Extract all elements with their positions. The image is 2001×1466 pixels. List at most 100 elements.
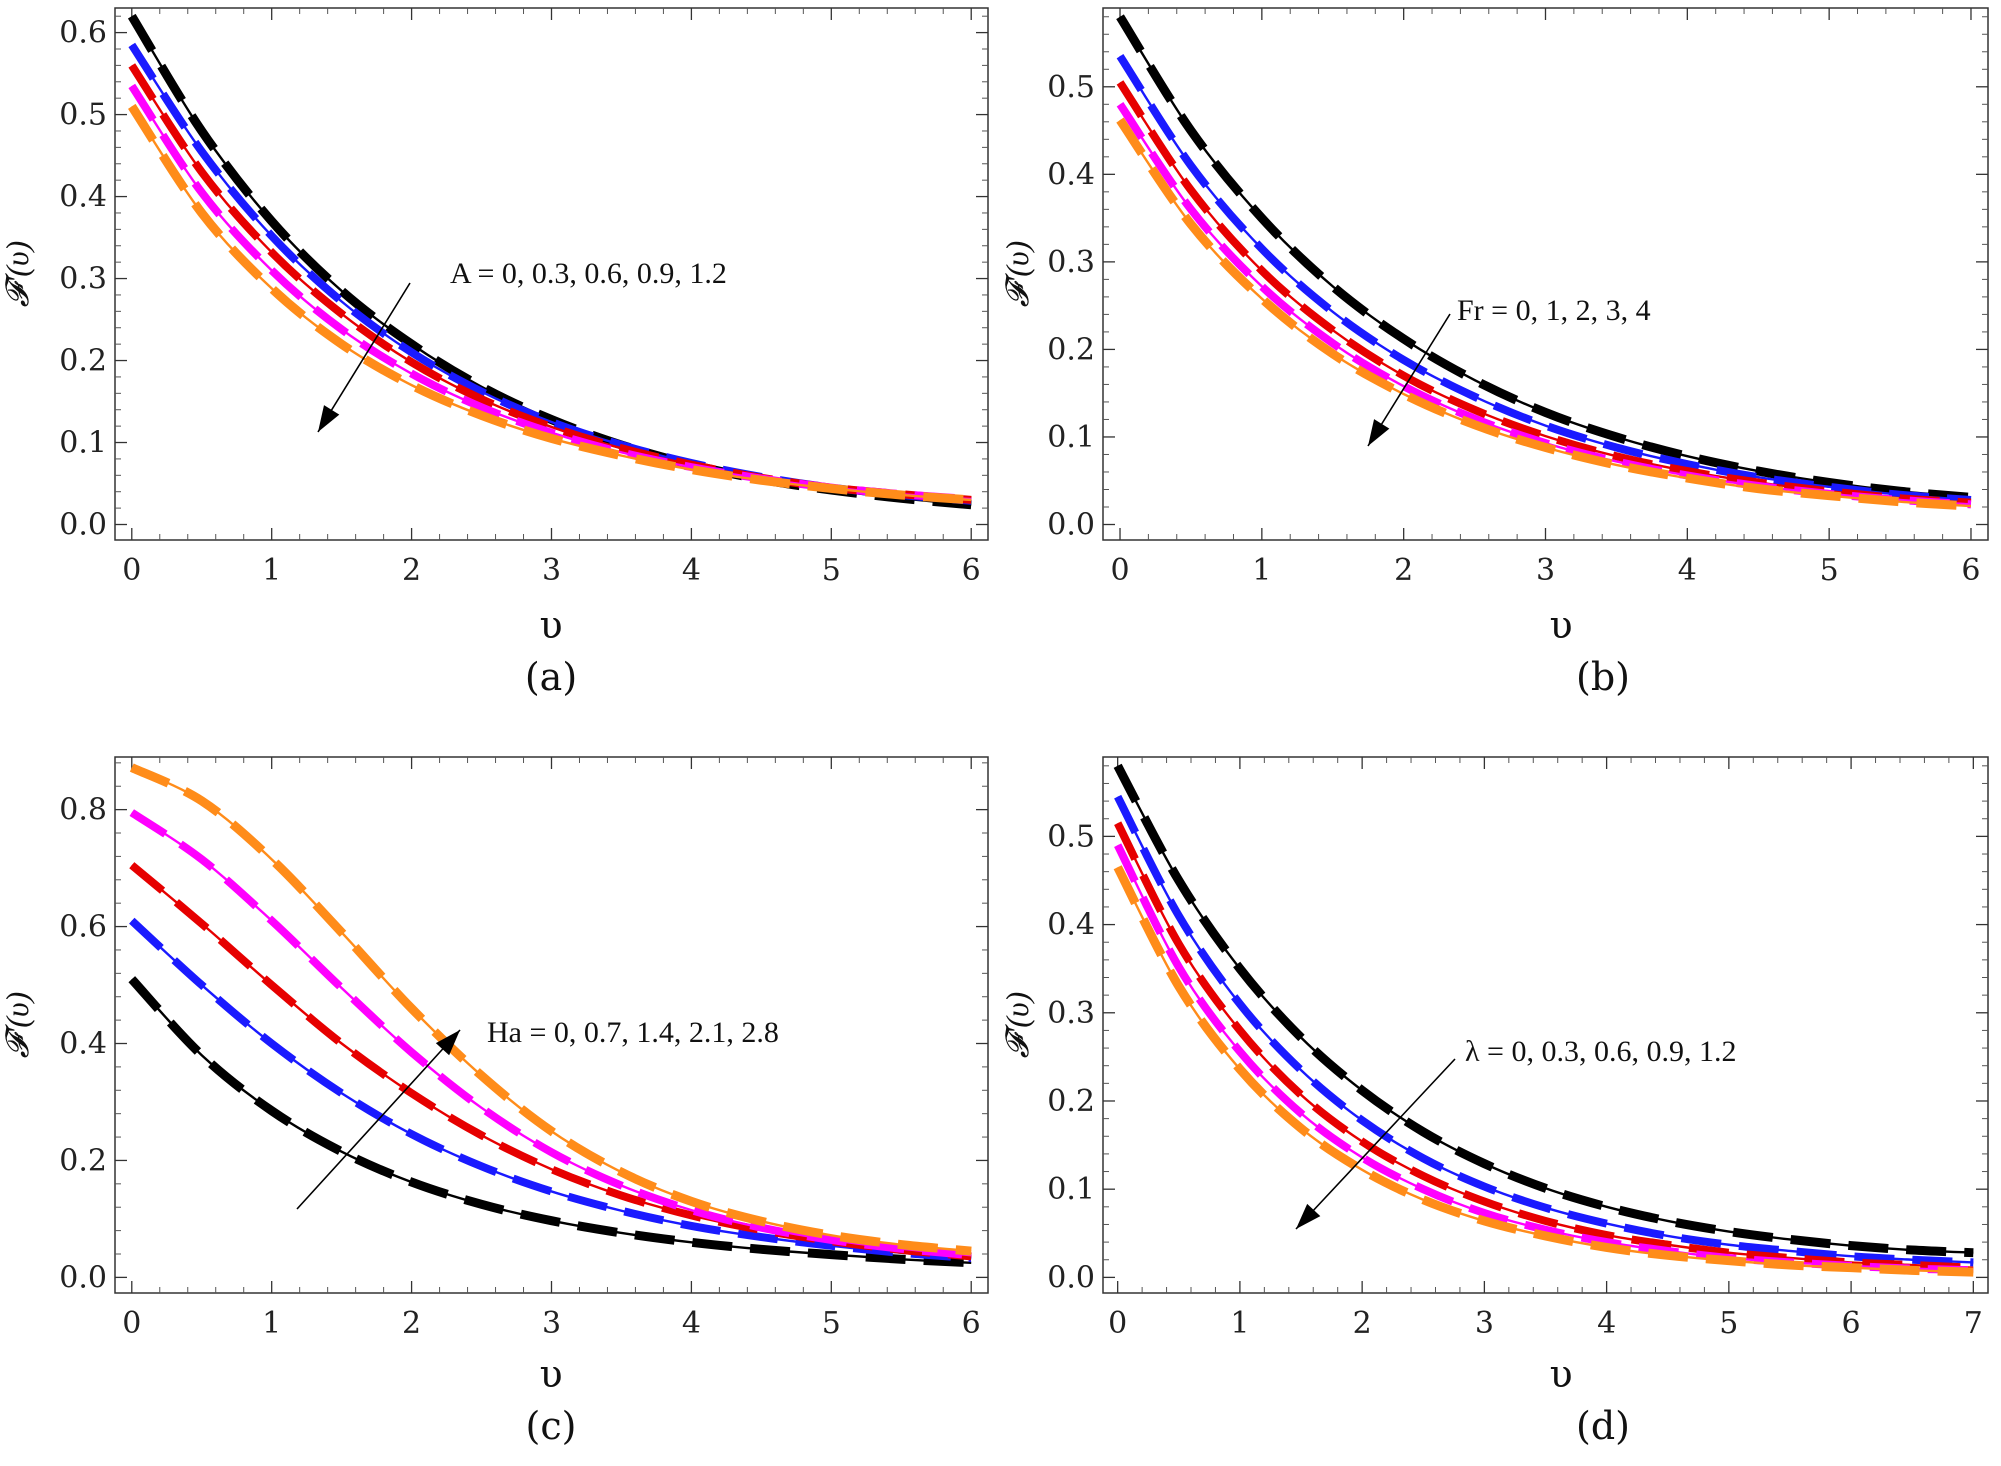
- series-line-dashed-red: [129, 862, 972, 1261]
- x-tick-label: 2: [1394, 553, 1413, 588]
- y-tick-label: 0.1: [1047, 1172, 1095, 1207]
- series-line-solid-orange: [1116, 866, 1974, 1274]
- y-tick-label: 0.4: [1047, 157, 1095, 192]
- y-axis-label: 𝓕'(υ): [999, 992, 1035, 1058]
- series-line-solid-black: [1116, 765, 1974, 1254]
- series-group: [1113, 763, 1974, 1277]
- y-tick-label: 0.0: [59, 508, 107, 543]
- y-tick-label: 0.1: [59, 426, 107, 461]
- series-line-solid-black: [1119, 16, 1972, 499]
- series-group: [128, 763, 972, 1268]
- series-line-dashed-orange: [128, 103, 972, 505]
- x-tick-label: 1: [262, 1306, 281, 1341]
- x-tick-label: 0: [1108, 1306, 1127, 1341]
- series-line-solid-magenta: [1116, 844, 1974, 1272]
- x-tick-label: 1: [1230, 1306, 1249, 1341]
- x-tick-label: 1: [262, 553, 281, 588]
- x-tick-label: 2: [1353, 1306, 1372, 1341]
- series-line-solid-orange: [130, 105, 972, 502]
- panel-b: 0 1 2 3 4 5 6 0.0 0.1 0.2 0.3 0.4 0.5 Fr = 0, 1, 2, 3…: [999, 0, 2001, 733]
- chart-d: 0 1 2 3 4 5 6 7 0.0 0.1 0.2 0.3 0.4 0.5 λ = 0, 0.3, 0.…: [999, 756, 1989, 1448]
- panel-caption: (d): [1576, 1404, 1630, 1448]
- plot-frame: [1102, 756, 1989, 1294]
- x-tick-label: 6: [1961, 553, 1980, 588]
- x-tick-label: 4: [682, 553, 701, 588]
- y-tick-label: 0.5: [59, 98, 107, 133]
- annotation-label: A = 0, 0.3, 0.6, 0.9, 1.2: [450, 257, 727, 290]
- x-axis-label: υ: [539, 603, 562, 647]
- y-tick-label: 0.2: [1047, 332, 1095, 367]
- annotation-arrowhead: [1368, 419, 1390, 446]
- chart-c: 0 1 2 3 4 5 6 0.0 0.2 0.4 0.6 0.8 Ha = 0, 0.7, 1.4, …: [0, 756, 989, 1448]
- x-tick-label: 0: [1110, 553, 1129, 588]
- x-tick-label: 0: [122, 553, 141, 588]
- annotation-label: λ = 0, 0.3, 0.6, 0.9, 1.2: [1465, 1035, 1736, 1068]
- x-tick-label: 3: [1475, 1306, 1494, 1341]
- y-tick-label: 0.1: [1047, 420, 1095, 455]
- y-tick-label: 0.4: [59, 1027, 107, 1062]
- annotation-arrow: [1295, 1058, 1456, 1230]
- annotation-arrowhead: [1296, 1203, 1321, 1229]
- x-tick-label: 5: [1820, 553, 1839, 588]
- panel-c: 0 1 2 3 4 5 6 0.0 0.2 0.4 0.6 0.8 Ha = 0, 0.7, 1.4, …: [0, 733, 1000, 1466]
- panel-a: 0 1 2 3 4 5 6 0.0 0.1 0.2 0.3 0.4 0.5 0.6 A = 0, 0.3, …: [0, 0, 1000, 733]
- y-tick-label: 0.8: [59, 793, 107, 828]
- y-tick-label: 0.4: [1047, 908, 1095, 943]
- x-tick-label: 3: [1536, 553, 1555, 588]
- chart-b: 0 1 2 3 4 5 6 0.0 0.1 0.2 0.3 0.4 0.5 Fr = 0, 1, 2, 3…: [999, 7, 1989, 699]
- y-tick-label: 0.0: [59, 1260, 107, 1295]
- annotation-arrow: [317, 282, 411, 433]
- annotation-label: Fr = 0, 1, 2, 3, 4: [1457, 294, 1651, 327]
- x-tick-label: 2: [402, 1306, 421, 1341]
- annotation-label: Ha = 0, 0.7, 1.4, 2.1, 2.8: [487, 1016, 779, 1049]
- y-tick-label: 0.4: [59, 180, 107, 215]
- y-tick-label: 0.3: [1047, 996, 1095, 1031]
- series-group: [127, 13, 972, 510]
- x-tick-label: 6: [962, 1306, 981, 1341]
- y-tick-label: 0.0: [1047, 508, 1095, 543]
- series-line-solid-orange: [131, 766, 972, 1253]
- series-line-solid-magenta: [131, 811, 972, 1257]
- panel-d: 0 1 2 3 4 5 6 7 0.0 0.1 0.2 0.3 0.4 0.5 λ = 0, 0.3, 0.…: [999, 733, 2001, 1466]
- series-line-solid-blue: [1116, 796, 1974, 1264]
- y-tick-label: 0.0: [1047, 1260, 1095, 1295]
- y-tick-label: 0.3: [59, 262, 107, 297]
- annotation-arrow: [296, 1029, 461, 1210]
- x-tick-label: 4: [1597, 1306, 1616, 1341]
- y-axis-label: 𝓕'(υ): [999, 241, 1035, 307]
- x-tick-label: 5: [822, 553, 841, 588]
- y-tick-label: 0.3: [1047, 245, 1095, 280]
- annotation-arrowhead: [435, 1030, 460, 1056]
- series-line-dashed-blue: [1114, 794, 1974, 1267]
- x-tick-label: 1: [1252, 553, 1271, 588]
- x-tick-label: 4: [1678, 553, 1697, 588]
- x-axis-label: υ: [1549, 1352, 1572, 1396]
- x-tick-label: 2: [402, 553, 421, 588]
- panel-caption: (a): [525, 655, 577, 699]
- y-tick-label: 0.2: [1047, 1084, 1095, 1119]
- x-tick-label: 3: [542, 553, 561, 588]
- x-tick-label: 0: [122, 1306, 141, 1341]
- panel-caption: (c): [526, 1404, 577, 1448]
- y-axis-label: 𝓕'(υ): [0, 241, 35, 307]
- x-tick-label: 7: [1964, 1306, 1983, 1341]
- x-tick-label: 6: [962, 553, 981, 588]
- x-axis-label: υ: [539, 1352, 562, 1396]
- y-tick-label: 0.5: [1047, 70, 1095, 105]
- y-tick-label: 0.6: [59, 16, 107, 51]
- x-tick-label: 3: [542, 1306, 561, 1341]
- chart-a: 0 1 2 3 4 5 6 0.0 0.1 0.2 0.3 0.4 0.5 0.6 A = 0, 0.3, …: [0, 7, 989, 699]
- x-tick-label: 5: [1719, 1306, 1738, 1341]
- annotation-arrowhead: [318, 405, 340, 432]
- x-tick-label: 5: [822, 1306, 841, 1341]
- series-line-solid-black: [130, 978, 972, 1264]
- series-line-solid-orange: [1119, 119, 1972, 508]
- series-line-dashed-orange: [129, 763, 972, 1256]
- series-line-solid-blue: [130, 919, 972, 1260]
- y-axis-label: 𝓕'(υ): [0, 992, 35, 1058]
- series-line-dashed-blue: [1116, 53, 1972, 504]
- panel-caption: (b): [1576, 655, 1630, 699]
- y-tick-label: 0.2: [59, 344, 107, 379]
- y-tick-label: 0.5: [1047, 819, 1095, 854]
- y-tick-label: 0.2: [59, 1143, 107, 1178]
